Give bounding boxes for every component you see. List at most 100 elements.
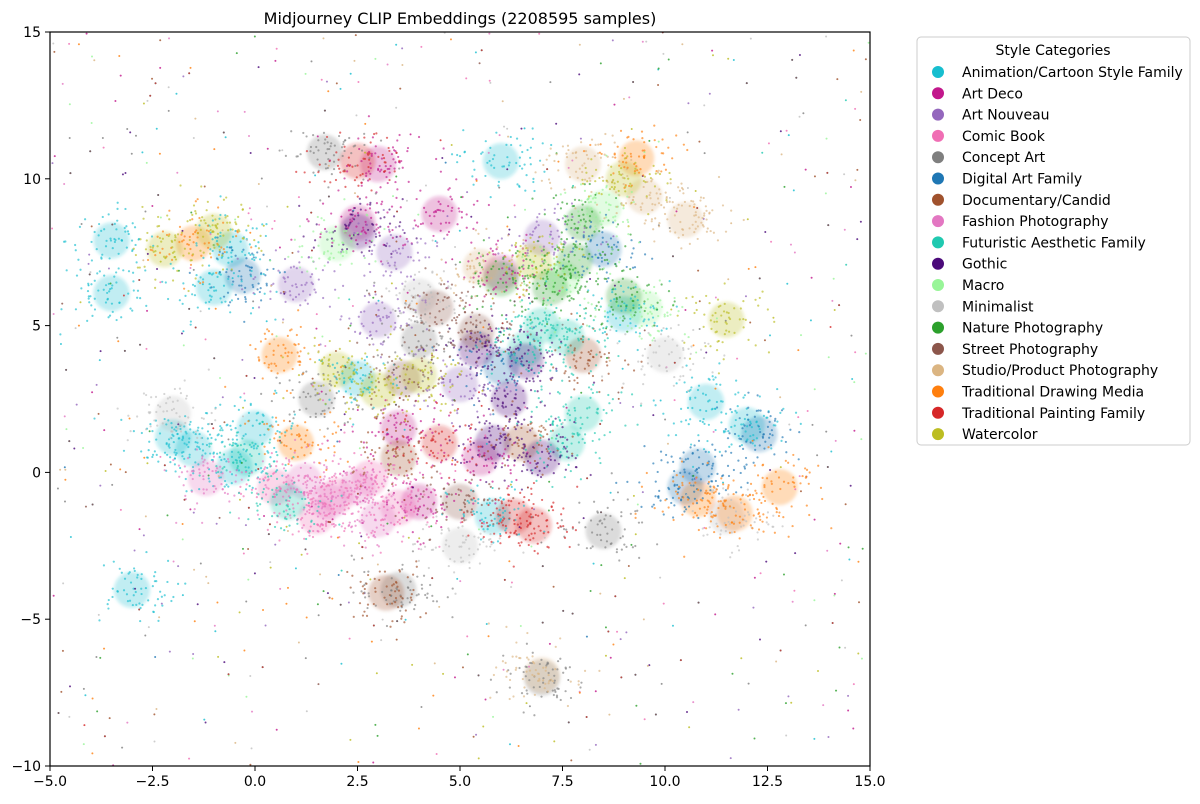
data-point [109,239,113,242]
data-point [103,228,106,231]
data-point [277,489,280,492]
data-point [394,265,397,268]
data-point [580,325,583,328]
data-point [257,241,260,244]
data-point [307,392,310,395]
data-point [340,428,343,431]
data-point [363,471,366,474]
data-point [614,215,617,218]
density-blob [298,381,335,417]
data-point [486,161,489,164]
data-point [260,392,263,395]
data-point [146,309,149,312]
data-point [733,432,737,436]
data-point [451,403,454,406]
data-point [604,525,607,529]
data-point [559,451,562,454]
data-point [260,299,263,302]
data-point [435,342,438,345]
data-point [659,450,663,453]
data-point [544,307,547,310]
data-point [310,520,313,523]
data-point [88,253,91,256]
data-point [324,524,328,527]
data-point [243,291,246,294]
data-point [389,521,393,524]
data-point [600,419,603,422]
data-point [737,459,740,462]
data-point [348,465,351,468]
data-point [298,245,301,248]
data-point [428,297,431,300]
data-point [202,492,205,495]
data-point [463,461,466,465]
data-point [313,522,316,526]
data-point [275,450,278,454]
data-point [357,137,360,140]
data-point [228,443,231,446]
data-point [689,396,692,399]
data-point [561,379,564,382]
data-point [529,420,532,424]
data-point [571,330,574,333]
data-point [383,596,386,599]
data-point [413,477,416,481]
data-point [597,249,600,252]
data-point [332,160,336,163]
data-point [436,241,439,244]
data-point [191,283,195,286]
data-point [284,280,287,283]
data-point [522,670,525,674]
data-point [377,430,380,434]
data-point [205,443,209,447]
data-point [256,509,259,512]
data-point [267,475,270,478]
data-point [307,492,311,495]
data-point [386,211,389,214]
data-point [236,464,240,468]
data-point [371,501,374,504]
data-point [571,454,574,457]
data-point [204,452,207,455]
data-point [490,372,493,375]
data-point [445,365,448,368]
data-point [198,447,201,451]
data-point [508,277,511,280]
data-point [283,271,286,274]
data-point [395,638,398,641]
data-point [860,657,863,660]
data-point [195,448,199,451]
data-point [521,150,524,154]
data-point [352,615,355,618]
data-point [183,457,186,460]
data-point [596,339,599,343]
data-point [201,283,204,286]
data-point [495,691,498,694]
data-point [566,438,569,441]
data-point [362,481,365,484]
data-point [375,313,378,316]
data-point [367,595,371,598]
data-point [405,469,408,473]
data-point [609,237,613,240]
data-point [129,581,133,584]
data-point [323,464,326,467]
data-point [526,148,529,152]
data-point [219,213,222,217]
data-point [242,458,245,461]
data-point [301,497,304,500]
data-point [379,186,382,189]
data-point [235,438,239,441]
data-point [632,200,635,204]
data-point [413,219,416,222]
data-point [391,482,394,486]
data-point [580,337,583,341]
data-point [502,362,505,365]
data-point [510,143,513,147]
data-point [299,518,303,521]
data-point [97,289,100,292]
data-point [453,300,456,303]
data-point [629,309,632,312]
data-point [574,465,578,469]
data-point [194,432,197,436]
